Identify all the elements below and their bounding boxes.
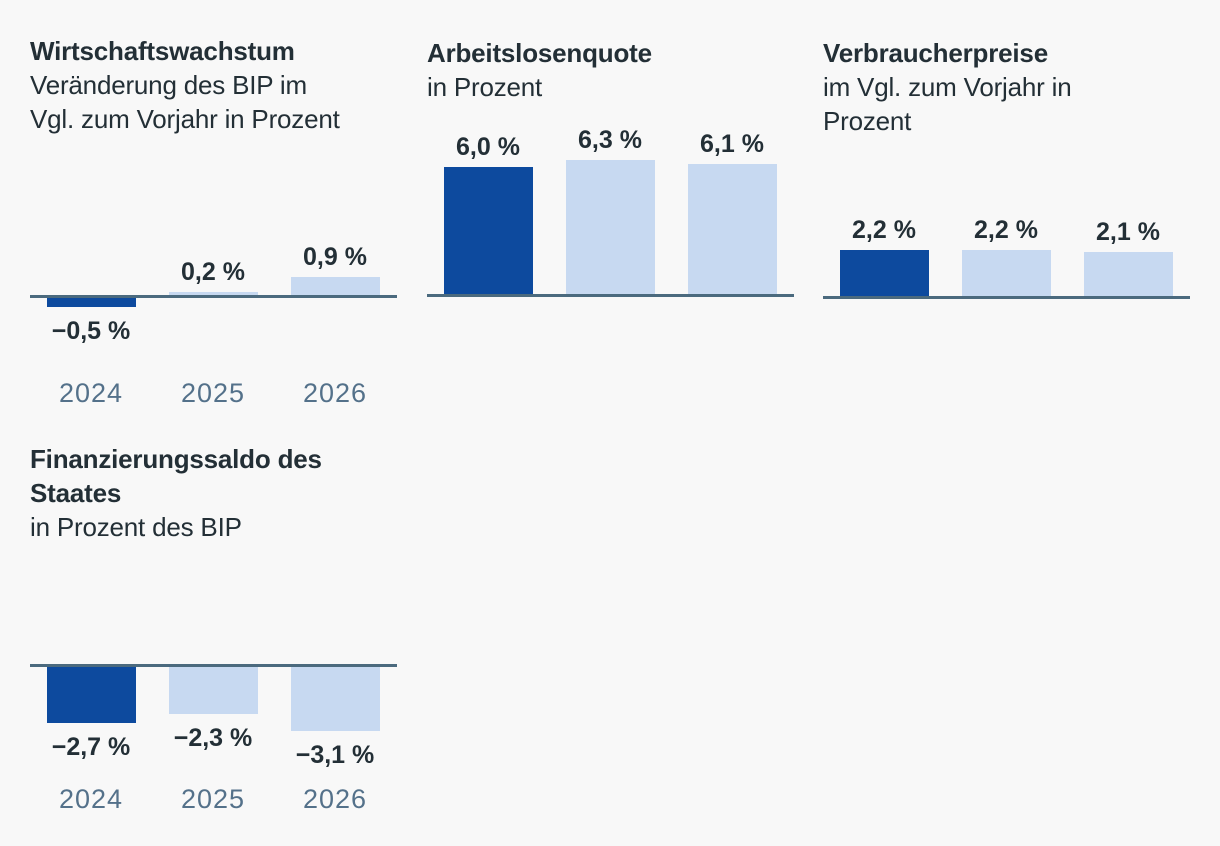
bar-plot: 6,0 % 6,3 % 6,1 % bbox=[427, 36, 794, 336]
x-axis-line bbox=[30, 294, 397, 298]
bar-2025 bbox=[168, 665, 258, 715]
bar-2025 bbox=[168, 291, 258, 296]
year-label-2026: 2026 bbox=[302, 784, 368, 814]
chart-subtitle: in Prozent bbox=[427, 72, 543, 102]
value-label: 0,9 % bbox=[303, 242, 367, 271]
value-label: 6,3 % bbox=[578, 126, 642, 155]
year-label-2024: 2024 bbox=[58, 378, 124, 408]
bar-2026 bbox=[290, 276, 380, 296]
value-label: 6,1 % bbox=[700, 130, 764, 159]
chart-title: Arbeitslosenquote bbox=[427, 38, 652, 68]
x-axis-line bbox=[427, 293, 794, 297]
value-label: −2,7 % bbox=[51, 732, 131, 761]
bar-series-0 bbox=[443, 166, 533, 295]
bar-series-0 bbox=[839, 249, 929, 297]
chart-verbraucherpreise: Verbraucherpreise im Vgl. zum Vorjahr in… bbox=[823, 36, 1190, 336]
bar-plot: −0,5 % 0,2 % 0,9 % 2024 2025 2026 bbox=[30, 34, 397, 420]
bar-2024 bbox=[46, 296, 136, 307]
chart-arbeitslosenquote: Arbeitslosenquote in Prozent 6,0 % 6,3 % 6… bbox=[427, 36, 794, 336]
chart-wirtschaftswachstum: Wirtschaftswachstum Veränderung des BIP … bbox=[30, 34, 397, 420]
year-label-2026: 2026 bbox=[302, 378, 368, 408]
value-label: 6,0 % bbox=[456, 132, 520, 161]
value-label: 2,2 % bbox=[852, 215, 916, 244]
bar-series-1 bbox=[565, 160, 655, 295]
x-axis-line bbox=[823, 295, 1190, 299]
x-axis-line bbox=[30, 663, 397, 667]
chart-subtitle: in Prozent des BIP bbox=[30, 512, 242, 542]
bar-2024 bbox=[46, 665, 136, 723]
bar-series-2 bbox=[687, 164, 777, 295]
value-label: −3,1 % bbox=[295, 741, 375, 770]
value-label: 2,1 % bbox=[1096, 218, 1160, 247]
chart-title: Wirtschaftswachstum bbox=[30, 36, 295, 66]
value-label: −0,5 % bbox=[51, 316, 131, 345]
bar-series-2 bbox=[1083, 252, 1173, 297]
year-label-2024: 2024 bbox=[58, 784, 124, 814]
bar-series-1 bbox=[961, 249, 1051, 297]
value-label: −2,3 % bbox=[173, 724, 253, 753]
year-label-2025: 2025 bbox=[180, 378, 246, 408]
chart-title: Finanzierungssaldo des Staates bbox=[30, 444, 322, 508]
value-label: 0,2 % bbox=[181, 257, 245, 286]
chart-finanzierungssaldo: Finanzierungssaldo des Staates in Prozen… bbox=[30, 442, 397, 828]
chart-title: Verbraucherpreise bbox=[823, 38, 1048, 68]
value-label: 2,2 % bbox=[974, 215, 1038, 244]
bar-2026 bbox=[290, 665, 380, 732]
bar-plot: 2,2 % 2,2 % 2,1 % bbox=[823, 36, 1190, 336]
chart-subtitle: Veränderung des BIP im Vgl. zum Vorjahr … bbox=[30, 70, 340, 134]
bar-plot: −2,7 % −2,3 % −3,1 % 2024 2025 2026 bbox=[30, 442, 397, 828]
chart-subtitle: im Vgl. zum Vorjahr in Prozent bbox=[823, 72, 1072, 136]
year-label-2025: 2025 bbox=[180, 784, 246, 814]
